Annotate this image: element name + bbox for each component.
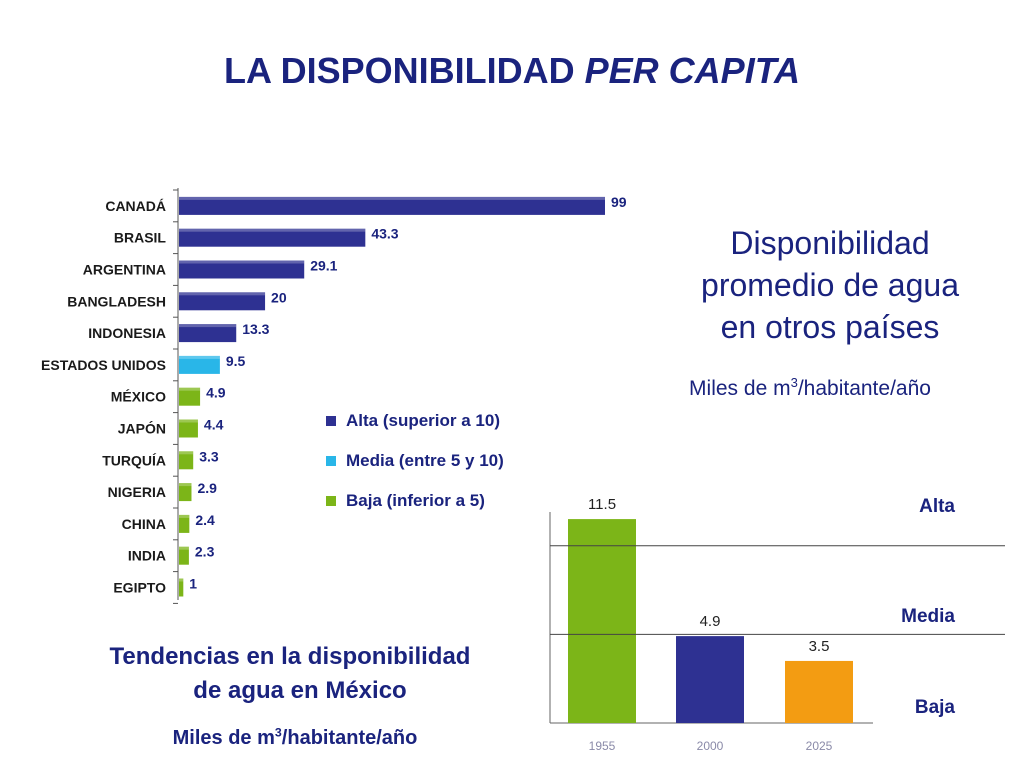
bar-highlight [179,324,237,328]
value-label-2000: 4.9 [700,613,721,630]
panel2-units-prefix: Miles de m [172,727,275,749]
bar-egipto [179,578,184,597]
category-label-nigeria: NIGERIA [108,484,166,500]
value-label-china: 2.4 [195,512,215,528]
value-label-india: 2.3 [195,544,215,560]
value-label-nigeria: 2.9 [197,480,217,496]
panel1-units-prefix: Miles de m [689,377,791,400]
bar-indonesia [179,324,237,343]
category-label-egipto: EGIPTO [113,580,166,596]
bar-bangladesh [179,292,266,311]
bar-highlight [179,451,194,455]
category-label-mexico: MÉXICO [111,389,166,405]
panel1-label-line-3: en otros países [720,309,940,345]
value-label-argentina: 29.1 [310,258,337,274]
bar-mexico [179,387,201,406]
panel2-units: Miles de m3/habitante/año [90,725,500,750]
bar-highlight [179,228,366,232]
legend-swatch-baja [326,496,336,506]
category-label-india: INDIA [128,548,166,564]
year-label-2000: 2000 [697,739,724,753]
bar-highlight [179,387,201,391]
panel1-label-line-1: Disponibilidad [730,225,930,261]
value-label-egipto: 1 [189,576,197,592]
bar-1955 [568,519,636,723]
bar-highlight [179,260,305,264]
threshold-label-baja: Baja [915,697,956,718]
bar-highlight [179,419,198,423]
legend-label-baja: Baja (inferior a 5) [346,491,485,510]
value-label-1955: 11.5 [588,496,616,513]
slide-title: LA DISPONIBILIDAD PER CAPITA [0,50,1024,92]
panel1-units: Miles de m3/habitante/año [640,375,980,401]
panel1-units-suffix: /habitante/año [797,377,931,400]
year-label-1955: 1955 [589,739,616,753]
bar-nigeria [179,483,192,502]
category-label-china: CHINA [122,516,166,532]
title-main: LA DISPONIBILIDAD [223,50,585,91]
threshold-label-media: Media [901,606,955,627]
category-label-argentina: ARGENTINA [83,262,166,278]
value-label-estados-unidos: 9.5 [226,353,246,369]
panel1-units-sup: 3 [790,375,798,390]
panel2-label-line-2: de agua en México [193,677,407,704]
category-label-brasil: BRASIL [114,230,167,246]
panel1-label-line-2: promedio de agua [701,267,959,303]
value-label-canada: 99 [611,194,627,210]
year-label-2025: 2025 [806,739,833,753]
bar-canada [179,196,605,215]
value-label-brasil: 43.3 [371,226,398,242]
bar-highlight [179,196,605,200]
bar-highlight [179,355,220,359]
value-label-2025: 3.5 [809,638,830,655]
value-label-mexico: 4.9 [206,385,226,401]
panel2-label: Tendencias en la disponibilidad de agua … [60,640,520,708]
title-italic: PER CAPITA [584,50,801,91]
bar-highlight [179,483,192,487]
category-label-japon: JAPÓN [118,420,166,437]
bar-japon [179,419,198,438]
mexico-trend-chart: 11.5 1955 4.9 2000 3.5 2025 Alta Media Baja [549,496,1005,753]
legend-swatch-media [326,456,336,466]
bar-estados-unidos [179,355,220,374]
category-label-estados-unidos: ESTADOS UNIDOS [41,357,166,373]
panel2-units-suffix: /habitante/año [281,727,418,749]
bar-turquia [179,451,194,470]
threshold-label-alta: Alta [919,496,955,517]
panel2-label-line-1: Tendencias en la disponibilidad [109,643,471,670]
bar-highlight [179,292,266,296]
bar-2025 [785,660,853,723]
value-label-turquia: 3.3 [199,448,219,464]
category-label-turquia: TURQUÍA [102,452,166,468]
bar-india [179,546,189,565]
bar-highlight [179,514,190,518]
bar-highlight [179,546,189,550]
bar-china [179,514,190,533]
category-label-bangladesh: BANGLADESH [67,293,166,309]
bar-brasil [179,228,366,247]
panel1-label: Disponibilidad promedio de agua en otros… [650,222,1010,348]
legend-swatch-alta [326,416,336,426]
legend-label-media: Media (entre 5 y 10) [346,451,504,470]
value-label-japon: 4.4 [204,417,224,433]
category-label-indonesia: INDONESIA [88,325,166,341]
panel2-units-sup: 3 [274,725,282,740]
bar-argentina [179,260,305,279]
bar-2000 [676,636,744,723]
category-label-canada: CANADÁ [105,198,166,214]
value-label-bangladesh: 20 [271,289,287,305]
legend-label-alta: Alta (superior a 10) [346,411,500,430]
value-label-indonesia: 13.3 [242,321,269,337]
countries-bar-chart: CANADÁ 99 BRASIL 43.3 ARGENTINA 29.1 BANGLADES… [41,188,627,604]
bar-highlight [179,578,184,582]
